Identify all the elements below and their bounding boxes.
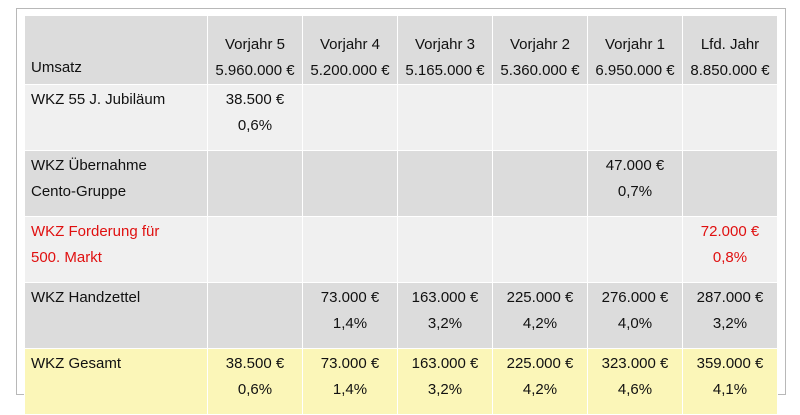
amount: 359.000 € xyxy=(696,355,764,372)
header-year: Lfd. Jahr xyxy=(700,36,760,53)
value-cell: 163.000 € 3,2% xyxy=(397,348,493,415)
amount: 163.000 € xyxy=(411,289,479,306)
header-revenue: 6.950.000 € xyxy=(595,62,675,79)
value-cell xyxy=(682,150,778,217)
wkz-table: Umsatz Vorjahr 5 5.960.000 € Vorjahr 4 5.2… xyxy=(24,15,778,415)
percent: 4,2% xyxy=(522,381,558,398)
percent: 3,2% xyxy=(427,381,463,398)
header-cell: Lfd. Jahr 8.850.000 € xyxy=(682,15,778,85)
amount: 276.000 € xyxy=(601,289,669,306)
amount: 73.000 € xyxy=(320,355,380,372)
amount: 72.000 € xyxy=(700,223,760,240)
table-row: WKZ Forderung für 500. Markt 72.000 € 0,8% xyxy=(24,216,778,283)
value-cell xyxy=(682,84,778,151)
value-cell xyxy=(587,216,683,283)
amount: 47.000 € xyxy=(605,157,665,174)
value-cell: 276.000 € 4,0% xyxy=(587,282,683,349)
percent: 3,2% xyxy=(427,315,463,332)
amount: 38.500 € xyxy=(225,91,285,108)
value-cell: 163.000 € 3,2% xyxy=(397,282,493,349)
header-year: Vorjahr 2 xyxy=(509,36,571,53)
header-row: Umsatz Vorjahr 5 5.960.000 € Vorjahr 4 5.2… xyxy=(24,15,778,85)
value-cell: 73.000 € 1,4% xyxy=(302,282,398,349)
value-cell xyxy=(302,216,398,283)
value-cell: 47.000 € 0,7% xyxy=(587,150,683,217)
percent: 4,1% xyxy=(712,381,748,398)
value-cell xyxy=(207,216,303,283)
row-label: WKZ Handzettel xyxy=(24,282,208,349)
percent: 4,0% xyxy=(617,315,653,332)
amount: 73.000 € xyxy=(320,289,380,306)
value-cell xyxy=(207,282,303,349)
row-label: WKZ Forderung für 500. Markt xyxy=(24,216,208,283)
row-label-line: WKZ Gesamt xyxy=(31,355,122,372)
table-row: WKZ 55 J. Jubiläum 38.500 € 0,6% xyxy=(24,84,778,151)
value-cell xyxy=(587,84,683,151)
row-label-line: WKZ Handzettel xyxy=(31,289,141,306)
header-cell: Vorjahr 4 5.200.000 € xyxy=(302,15,398,85)
header-revenue: 5.165.000 € xyxy=(405,62,485,79)
value-cell xyxy=(302,150,398,217)
header-revenue: 5.960.000 € xyxy=(215,62,295,79)
header-year: Vorjahr 4 xyxy=(319,36,381,53)
row-label: WKZ 55 J. Jubiläum xyxy=(24,84,208,151)
value-cell xyxy=(302,84,398,151)
value-cell xyxy=(397,150,493,217)
header-cell: Vorjahr 3 5.165.000 € xyxy=(397,15,493,85)
percent: 4,6% xyxy=(617,381,653,398)
value-cell xyxy=(397,216,493,283)
row-label-line: Cento-Gruppe xyxy=(31,183,127,200)
value-cell: 72.000 € 0,8% xyxy=(682,216,778,283)
row-label-line: WKZ Übernahme xyxy=(31,157,147,174)
header-cell: Vorjahr 2 5.360.000 € xyxy=(492,15,588,85)
value-cell xyxy=(492,216,588,283)
header-revenue: 8.850.000 € xyxy=(690,62,770,79)
row-label-line: WKZ Forderung für xyxy=(31,223,160,240)
row-label-line: 500. Markt xyxy=(31,249,102,266)
header-cell: Vorjahr 5 5.960.000 € xyxy=(207,15,303,85)
value-cell: 38.500 € 0,6% xyxy=(207,84,303,151)
row-label-line: WKZ 55 J. Jubiläum xyxy=(31,91,166,108)
amount: 163.000 € xyxy=(411,355,479,372)
row-label: WKZ Übernahme Cento-Gruppe xyxy=(24,150,208,217)
percent: 1,4% xyxy=(332,315,368,332)
header-year: Vorjahr 1 xyxy=(604,36,666,53)
value-cell: 73.000 € 1,4% xyxy=(302,348,398,415)
value-cell: 38.500 € 0,6% xyxy=(207,348,303,415)
percent: 1,4% xyxy=(332,381,368,398)
header-year: Vorjahr 3 xyxy=(414,36,476,53)
percent: 3,2% xyxy=(712,315,748,332)
amount: 225.000 € xyxy=(506,355,574,372)
value-cell: 287.000 € 3,2% xyxy=(682,282,778,349)
value-cell: 225.000 € 4,2% xyxy=(492,282,588,349)
value-cell: 323.000 € 4,6% xyxy=(587,348,683,415)
total-row: WKZ Gesamt 38.500 € 0,6% 73.000 € 1,4% 163… xyxy=(24,348,778,415)
percent: 0,8% xyxy=(712,249,748,266)
percent: 4,2% xyxy=(522,315,558,332)
table-row: WKZ Übernahme Cento-Gruppe 47.000 € 0,7% xyxy=(24,150,778,217)
header-cell: Vorjahr 1 6.950.000 € xyxy=(587,15,683,85)
table-row: WKZ Handzettel 73.000 € 1,4% 163.000 € 3,2… xyxy=(24,282,778,349)
value-cell xyxy=(492,150,588,217)
percent: 0,6% xyxy=(237,381,273,398)
row-label: WKZ Gesamt xyxy=(24,348,208,415)
value-cell: 359.000 € 4,1% xyxy=(682,348,778,415)
amount: 287.000 € xyxy=(696,289,764,306)
header-year: Vorjahr 5 xyxy=(224,36,286,53)
header-label: Umsatz xyxy=(24,15,208,85)
value-cell: 225.000 € 4,2% xyxy=(492,348,588,415)
header-revenue: 5.200.000 € xyxy=(310,62,390,79)
amount: 38.500 € xyxy=(225,355,285,372)
value-cell xyxy=(397,84,493,151)
percent: 0,7% xyxy=(617,183,653,200)
value-cell xyxy=(207,150,303,217)
header-revenue: 5.360.000 € xyxy=(500,62,580,79)
amount: 323.000 € xyxy=(601,355,669,372)
value-cell xyxy=(492,84,588,151)
percent: 0,6% xyxy=(237,117,273,134)
amount: 225.000 € xyxy=(506,289,574,306)
